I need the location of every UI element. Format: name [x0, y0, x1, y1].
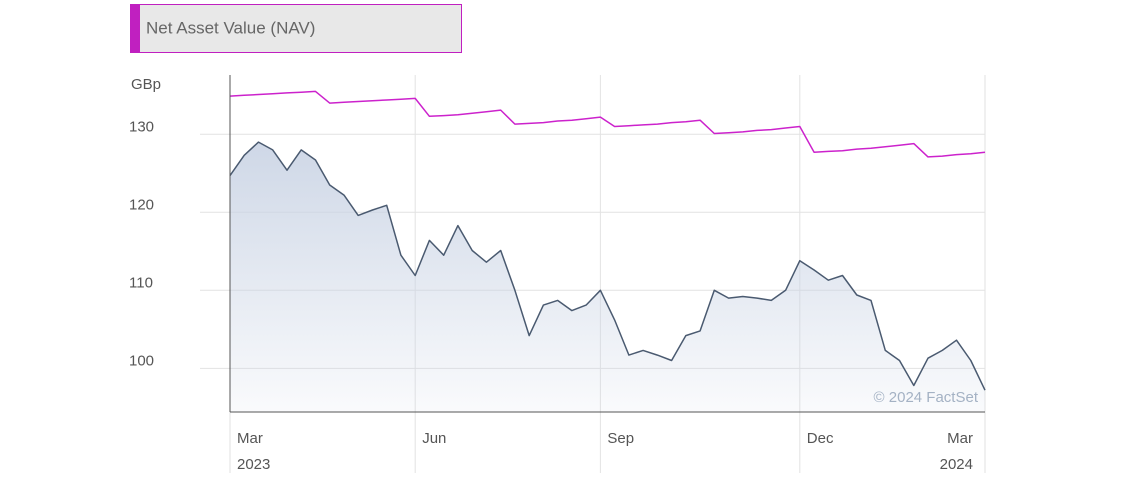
tab-title: Net Asset Value (NAV): [146, 18, 315, 37]
x-tick-label: Sep: [607, 430, 634, 447]
y-tick-label: 110: [129, 274, 153, 291]
tab-accent: [130, 4, 140, 53]
price-line: [229, 141, 986, 391]
nav-line: [229, 90, 986, 158]
x-tick-label: Mar: [237, 430, 263, 447]
x-year-label: 2024: [940, 456, 973, 473]
x-year-label: 2023: [237, 456, 270, 473]
nav-tab[interactable]: Net Asset Value (NAV): [130, 4, 462, 53]
annotation: © 2024 FactSet: [874, 389, 979, 406]
tab-box: [130, 4, 462, 53]
x-tick-label: Jun: [422, 430, 446, 447]
x-tick-label: Mar: [947, 430, 973, 447]
price-area: [230, 142, 985, 412]
x-tick-label: Dec: [807, 430, 834, 447]
y-axis-label: GBp: [131, 76, 161, 93]
y-tick-label: 100: [129, 352, 154, 369]
y-tick-label: 130: [129, 118, 154, 135]
y-tick-label: 120: [129, 196, 154, 213]
